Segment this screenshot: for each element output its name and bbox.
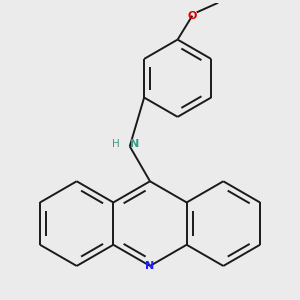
Text: H: H xyxy=(112,140,119,149)
Text: N: N xyxy=(146,261,154,271)
Text: N: N xyxy=(130,140,139,149)
Text: O: O xyxy=(188,11,197,21)
